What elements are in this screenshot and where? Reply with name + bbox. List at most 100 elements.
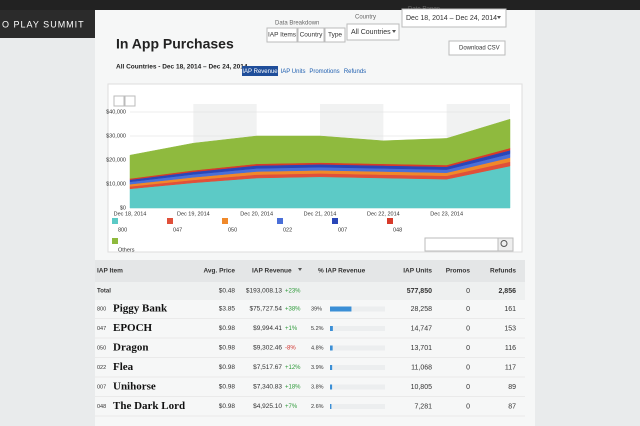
banner: [0, 10, 95, 38]
filter-button[interactable]: [266, 27, 298, 43]
change: +38%: [285, 307, 301, 313]
filter-button-text: Country: [300, 32, 324, 39]
column-header: IAP Item: [97, 268, 123, 275]
change: +12%: [285, 365, 301, 371]
y-tick-label: $30,000: [106, 133, 126, 139]
refunds: 116: [505, 345, 516, 352]
price: $0.48: [219, 288, 236, 295]
legend-label: 022: [283, 227, 292, 233]
legend-swatch: [222, 218, 228, 224]
refunds: 153: [504, 325, 516, 332]
item-name: The Dark Lord: [113, 400, 185, 412]
column-header: IAP Revenue: [252, 268, 292, 275]
promos: 0: [466, 325, 470, 332]
change: -8%: [285, 346, 296, 352]
units: 13,701: [411, 345, 433, 352]
change: +23%: [285, 289, 301, 295]
y-tick-label: $0: [120, 205, 126, 211]
item-name: EPOCH: [113, 322, 153, 334]
promos: 0: [466, 306, 470, 313]
column-header: % IAP Revenue: [318, 268, 366, 275]
search-button[interactable]: [497, 237, 514, 252]
promos: 0: [466, 384, 470, 391]
share-label: 3.8%: [311, 384, 324, 390]
change: +18%: [285, 385, 301, 391]
revenue: $9,302.46: [253, 345, 282, 352]
legend-label: 800: [118, 227, 127, 233]
item-name: Flea: [113, 361, 134, 373]
date-dropdown[interactable]: [401, 8, 507, 28]
item-name: Dragon: [113, 342, 148, 354]
x-tick-label: Dec 21, 2014: [304, 211, 337, 217]
price: $0.98: [219, 384, 236, 391]
units: 11,068: [411, 364, 432, 371]
share-bar: [330, 365, 333, 370]
revenue: $4,925.10: [253, 403, 282, 410]
filter-button[interactable]: [324, 27, 346, 43]
units: 28,258: [411, 306, 433, 313]
share-label: 3.9%: [311, 365, 324, 371]
y-tick-label: $40,000: [106, 109, 126, 115]
filter-label: Country: [355, 15, 376, 21]
table-header: [95, 260, 525, 282]
legend-swatch: [277, 218, 283, 224]
top-band: [0, 0, 640, 10]
price: $0.98: [219, 325, 236, 332]
legend-swatch: [332, 218, 338, 224]
share-label: 5.2%: [311, 326, 324, 332]
promos: 0: [466, 288, 470, 295]
tab[interactable]: Refunds: [344, 69, 366, 75]
price: $0.98: [219, 345, 236, 352]
share-track: [330, 384, 385, 390]
item-code: 048: [97, 404, 106, 410]
share-track: [330, 345, 385, 351]
share-label: 39%: [311, 306, 322, 312]
filter-button-text: Type: [328, 32, 342, 39]
search-icon: [500, 240, 508, 247]
dropdown-value: Dec 18, 2014 – Dec 24, 2014: [406, 15, 497, 22]
tab[interactable]: IAP Units: [281, 69, 306, 75]
zoom-button[interactable]: [124, 95, 136, 107]
column-header: Avg. Price: [203, 268, 235, 275]
share-label: 2.6%: [311, 404, 324, 410]
tab[interactable]: Promotions: [309, 69, 339, 75]
share-track: [330, 306, 385, 312]
download-button[interactable]: [448, 40, 506, 56]
share-bar: [330, 326, 333, 331]
change: +1%: [285, 326, 298, 332]
dropdown-value: All Countries: [351, 29, 391, 36]
revenue: $75,727.54: [249, 306, 282, 313]
page-title: In App Purchases: [116, 36, 234, 52]
legend-label: Others: [118, 247, 135, 253]
item-code: 800: [97, 306, 106, 312]
refunds: 117: [505, 364, 516, 371]
column-header: IAP Units: [403, 268, 432, 275]
price: $0.98: [219, 364, 236, 371]
filter-button[interactable]: [297, 27, 325, 43]
active-tab[interactable]: [242, 66, 278, 76]
page-subtitle: All Countries - Dec 18, 2014 – Dec 24, 2…: [116, 64, 248, 71]
area: [129, 118, 511, 179]
item-code: 047: [97, 326, 106, 332]
country-dropdown[interactable]: [346, 23, 400, 41]
x-tick-label: Dec 20, 2014: [240, 211, 273, 217]
legend-swatch: [387, 218, 393, 224]
dropdown-arrow: [392, 30, 396, 33]
refunds: 161: [504, 306, 516, 313]
sort-icon: [298, 268, 302, 271]
refunds: 89: [508, 384, 516, 391]
banner-text: O PLAY SUMMIT: [2, 19, 85, 29]
refunds: 87: [508, 403, 516, 410]
revenue: $7,340.83: [253, 384, 282, 391]
share-label: 4.8%: [311, 345, 324, 351]
change: +7%: [285, 404, 298, 410]
tab[interactable]: IAP Revenue: [242, 69, 278, 75]
promos: 0: [466, 403, 470, 410]
legend-swatch: [112, 218, 118, 224]
reset-button[interactable]: [113, 95, 125, 107]
share-track: [330, 326, 385, 331]
x-tick-label: Dec 23, 2014: [430, 211, 463, 217]
dropdown-arrow: [497, 16, 501, 19]
